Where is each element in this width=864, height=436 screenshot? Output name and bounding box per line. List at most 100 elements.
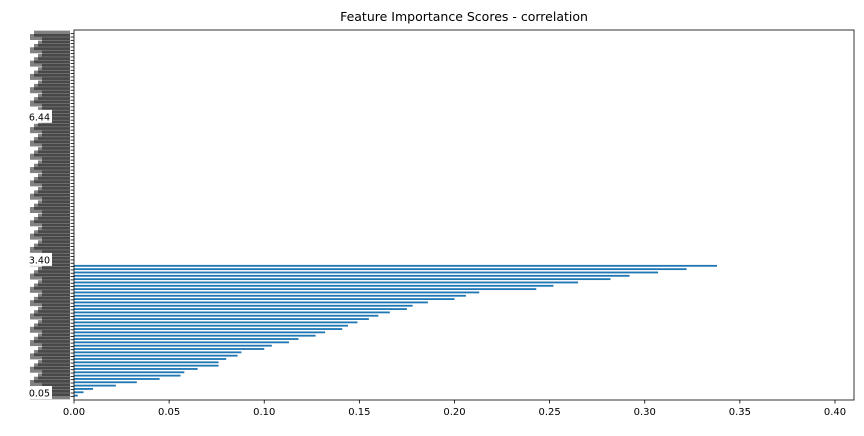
bar (74, 331, 326, 334)
y-tick-label-overlap (42, 356, 70, 363)
y-tick-label-overlap (30, 273, 70, 280)
bar (74, 284, 554, 287)
y-tick-label-overlap (34, 230, 70, 237)
bar (74, 361, 219, 364)
bar (74, 294, 466, 297)
y-tick-label-overlap (42, 343, 70, 350)
y-tick-label-overlap (42, 183, 70, 190)
bar (74, 268, 687, 271)
y-tick-label-overlap (34, 123, 70, 130)
y-tick-label-overlap (38, 67, 70, 74)
y-tick-label-overlap (42, 316, 70, 323)
y-tick-label-overlap (38, 266, 70, 273)
x-tick-label: 0.40 (824, 407, 846, 418)
bar (74, 378, 160, 380)
x-tick-label: 0.05 (158, 407, 180, 418)
y-tick-label-overlap (42, 157, 70, 164)
bar (74, 308, 407, 310)
bar (74, 291, 480, 294)
y-tick-label-overlap (30, 326, 70, 333)
bars-group (74, 264, 718, 397)
bar (74, 371, 185, 374)
y-tick-label-overlap (38, 147, 70, 154)
y-tick-label-overlap (38, 360, 70, 367)
y-tick-label-overlap (34, 177, 70, 184)
bar (74, 301, 428, 304)
y-tick-label-overlap (30, 47, 70, 54)
y-tick-label-overlap (30, 300, 70, 307)
bar (74, 364, 219, 367)
y-tick-label-overlap (42, 63, 70, 70)
y-tick-label: 3.40 (29, 255, 50, 266)
bar (74, 334, 316, 337)
y-tick-label-overlap (30, 100, 70, 107)
y-tick-label-overlap (30, 380, 70, 387)
bar (74, 358, 227, 360)
y-tick-label-overlap (38, 386, 70, 393)
bar (74, 321, 358, 324)
y-tick-label-overlap (42, 77, 70, 84)
y-tick-label-overlap (38, 346, 70, 353)
bar (74, 354, 238, 357)
x-tick-label: 0.25 (538, 407, 560, 418)
y-tick-label-overlap (38, 93, 70, 100)
y-tick-label-overlap (38, 173, 70, 180)
bar (74, 348, 265, 350)
y-tick-label-overlap (42, 250, 70, 257)
bar (74, 288, 537, 291)
y-tick-label-overlap (30, 353, 70, 360)
y-tick-label-overlap (42, 37, 70, 44)
y-tick-label-overlap (30, 246, 70, 253)
y-tick-label-overlap (30, 286, 70, 293)
y-tick-label-bg (26, 252, 52, 266)
y-tick-label-overlap (34, 216, 70, 223)
y-tick-label-overlap (38, 120, 70, 127)
y-tick-label-overlap (30, 313, 70, 320)
y-tick-label-overlap (34, 270, 70, 277)
y-tick-label-overlap (30, 193, 70, 200)
y-tick-label-overlap (30, 153, 70, 160)
y-tick-label-bg (26, 109, 52, 123)
y-tick-label-overlap (34, 350, 70, 357)
y-tick-label-overlap (42, 50, 70, 57)
bar (74, 374, 181, 377)
y-tick-label-overlap (34, 203, 70, 210)
bar (74, 324, 348, 327)
y-tick-label-overlap (34, 43, 70, 50)
y-tick-label-overlap (34, 296, 70, 303)
y-tick-label-overlap (34, 336, 70, 343)
y-tick-label-overlap (38, 320, 70, 327)
y-tick-label-overlap (34, 283, 70, 290)
y-tick-label: 6.44 (29, 112, 50, 123)
bar (74, 281, 579, 284)
y-tick-label-overlap (38, 240, 70, 247)
y-tick-label-overlap (30, 220, 70, 227)
y-tick-label-overlap (42, 263, 70, 270)
y-tick-label-overlap (38, 200, 70, 207)
plot-frame (73, 29, 855, 401)
x-tick-label: 0.10 (253, 407, 275, 418)
x-ticks-group: 0.00 0.05 0.10 0.15 0.20 0.25 0.30 0.35 0.40 (63, 400, 846, 418)
y-tick-label-overlap (38, 213, 70, 220)
y-tick-label-overlap (30, 140, 70, 147)
y-tick-label-overlap (42, 370, 70, 377)
bar (74, 271, 659, 274)
y-tick-label-overlap (34, 97, 70, 104)
y-tick-label-overlap (30, 340, 70, 347)
y-tick-label-overlap (34, 243, 70, 250)
bar (74, 274, 630, 277)
x-tick-label: 0.00 (63, 407, 85, 418)
y-tick-label-overlap (30, 180, 70, 187)
bar (74, 368, 198, 370)
y-tick-label-overlap (38, 373, 70, 380)
y-tick-label-overlap (42, 303, 70, 310)
bar (74, 298, 455, 301)
bar (74, 381, 137, 384)
bar (74, 328, 343, 330)
y-tick-label-overlap (42, 236, 70, 243)
bar (74, 351, 242, 354)
y-tick-label-overlap (34, 30, 70, 37)
